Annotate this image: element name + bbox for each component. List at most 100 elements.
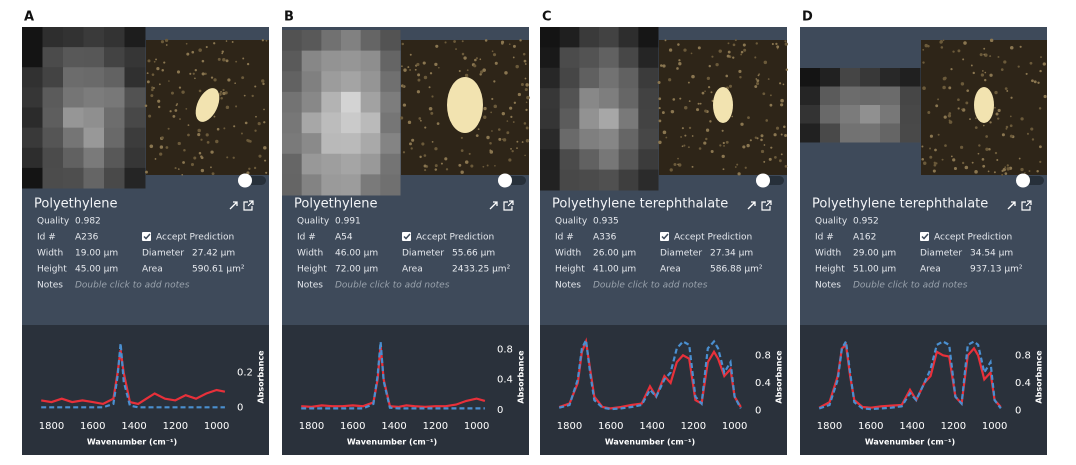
speckle [486,164,489,167]
speckle [935,104,939,108]
open-icon[interactable] [503,200,514,211]
speckle [995,112,999,116]
field-label: Area [142,265,163,275]
expand-icon[interactable] [747,201,756,210]
speckle [742,43,746,47]
pixel [380,112,401,134]
notes-placeholder[interactable]: Double click to add notes [593,281,708,291]
speckle [997,55,1000,58]
y-tick-label: 0.8 [497,344,513,355]
speckle [525,83,529,87]
speckle [933,161,936,165]
speckle [721,154,725,159]
toggle-knob[interactable] [238,173,252,188]
speckle [957,107,960,110]
speckle [512,44,516,48]
speckle [222,91,226,96]
open-icon[interactable] [243,200,254,211]
speckle [265,39,268,42]
speckle [749,139,752,142]
expand-icon[interactable] [1007,201,1016,210]
notes-placeholder[interactable]: Double click to add notes [853,281,968,291]
speckle [1025,72,1028,75]
speckle [1004,172,1008,175]
field-value: 0.991 [335,217,361,227]
expand-icon[interactable] [489,201,498,210]
toggle-knob[interactable] [498,173,512,188]
x-tick-label: 1800 [39,421,64,432]
notes-placeholder[interactable]: Double click to add notes [335,281,450,291]
speckle [511,149,514,153]
pixel [638,149,659,171]
accept-label: Accept Prediction [416,233,494,243]
speckle [483,106,487,111]
pixel [301,153,322,175]
speckle [479,58,482,61]
speckle [980,73,985,77]
toggle-knob[interactable] [756,173,770,188]
open-icon[interactable] [761,200,772,211]
speckle [684,134,687,137]
pixel [42,147,64,169]
pixel [380,174,401,196]
pixel [341,133,362,155]
speckle [989,38,994,43]
speckle [525,108,528,112]
open-icon[interactable] [1021,200,1032,211]
speckle [683,48,687,52]
speckle [510,148,512,150]
speckle [723,144,725,147]
accept-checkbox[interactable] [920,232,929,241]
speckle [736,163,739,166]
y-tick-label: 0.4 [497,375,513,386]
speckle [430,111,434,115]
particle-title: Polyethylene terephthalate [552,197,728,212]
pixel [840,86,861,106]
speckle [151,86,154,89]
speckle [783,125,786,129]
x-axis-label: Wavenumber (cm⁻¹) [865,438,955,447]
speckle [964,165,969,170]
pixel [22,167,43,189]
speckle [479,73,482,76]
speckle [414,68,417,71]
speckle [200,155,203,158]
speckle [921,157,924,161]
expand-icon[interactable] [229,201,238,210]
pixel [360,133,381,155]
field-label: Quality [815,217,848,227]
speckle [743,48,747,52]
y-axis-label: Absorbance [517,350,526,404]
accept-checkbox[interactable] [142,232,151,241]
y-tick-label: 0 [1015,405,1021,416]
pixel [282,153,303,175]
speckle [205,45,208,49]
speckle [246,62,250,66]
notes-placeholder[interactable]: Double click to add notes [75,281,190,291]
speckle [194,77,196,80]
speckle [982,164,986,168]
pixel [104,47,125,68]
speckle [145,170,148,174]
pixel [860,86,881,106]
pixel [599,88,620,109]
speckle [177,141,181,146]
check [403,233,411,240]
pixel [63,147,84,169]
speckle [780,153,783,156]
accept-checkbox[interactable] [402,232,411,241]
pixel [42,47,64,68]
speckle [461,40,464,43]
speckle [157,105,161,109]
accept-checkbox[interactable] [660,232,669,241]
speckle [254,129,257,132]
speckle [737,172,741,176]
speckle [182,161,185,164]
spectrum-line [818,338,1002,411]
speckle [943,115,947,119]
speckle [934,148,937,152]
pixel [880,86,901,106]
pixel [638,108,659,130]
toggle-knob[interactable] [1016,173,1030,188]
speckle [410,147,413,150]
